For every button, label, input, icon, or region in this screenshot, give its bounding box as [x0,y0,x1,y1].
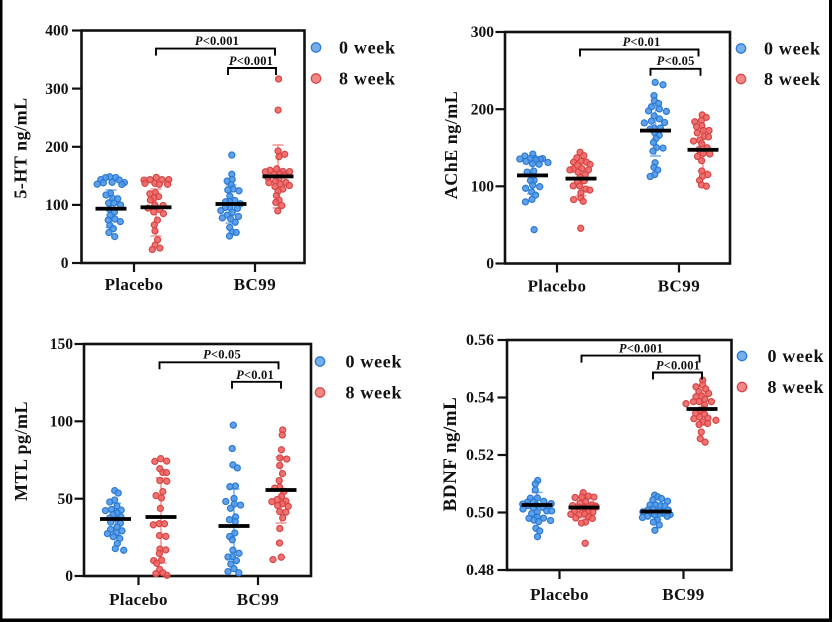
svg-text:100: 100 [471,179,495,196]
svg-text:0: 0 [61,255,69,272]
svg-text:0.54: 0.54 [466,390,494,407]
svg-text:0: 0 [486,256,494,273]
svg-text:0.48: 0.48 [466,562,494,579]
svg-text:8 week: 8 week [768,377,825,397]
svg-text:BC99: BC99 [234,275,277,294]
svg-text:200: 200 [471,101,495,118]
svg-text:100: 100 [45,197,69,214]
svg-text:200: 200 [45,139,69,156]
svg-text:P<0.05: P<0.05 [203,348,241,362]
svg-text:0 week: 0 week [346,352,403,372]
svg-text:400: 400 [45,23,69,40]
svg-text:Placebo: Placebo [530,585,589,604]
svg-text:300: 300 [45,81,69,98]
svg-text:0 week: 0 week [768,346,825,366]
svg-text:0.56: 0.56 [466,332,494,349]
svg-text:8 week: 8 week [339,69,396,89]
svg-text:0.52: 0.52 [466,447,494,464]
svg-text:P<0.001: P<0.001 [195,34,239,48]
svg-text:0: 0 [65,568,73,585]
svg-text:5-HT ng/mL: 5-HT ng/mL [11,97,31,198]
svg-text:P<0.001: P<0.001 [656,359,700,373]
svg-text:P<0.001: P<0.001 [229,54,273,68]
svg-text:0.50: 0.50 [466,505,494,522]
svg-text:P<0.01: P<0.01 [236,368,274,382]
svg-text:150: 150 [50,336,74,353]
svg-text:P<0.001: P<0.001 [619,341,663,355]
svg-text:8 week: 8 week [346,383,403,403]
svg-text:AChE ng/mL: AChE ng/mL [441,91,461,200]
svg-text:P<0.05: P<0.05 [657,54,695,68]
svg-text:0 week: 0 week [764,39,821,59]
svg-text:Placebo: Placebo [105,275,164,294]
svg-text:P<0.01: P<0.01 [623,35,661,49]
svg-text:50: 50 [58,491,74,508]
svg-text:8 week: 8 week [764,69,821,89]
svg-text:100: 100 [50,414,74,431]
svg-text:BC99: BC99 [237,590,280,609]
svg-text:300: 300 [471,24,495,41]
svg-text:BC99: BC99 [662,585,705,604]
svg-text:BC99: BC99 [658,277,701,296]
svg-text:MTL pg/mL: MTL pg/mL [11,401,31,501]
svg-text:0 week: 0 week [339,38,396,58]
svg-text:BDNF ng/mL: BDNF ng/mL [440,397,461,512]
svg-text:Placebo: Placebo [109,590,168,609]
svg-text:Placebo: Placebo [528,277,587,296]
